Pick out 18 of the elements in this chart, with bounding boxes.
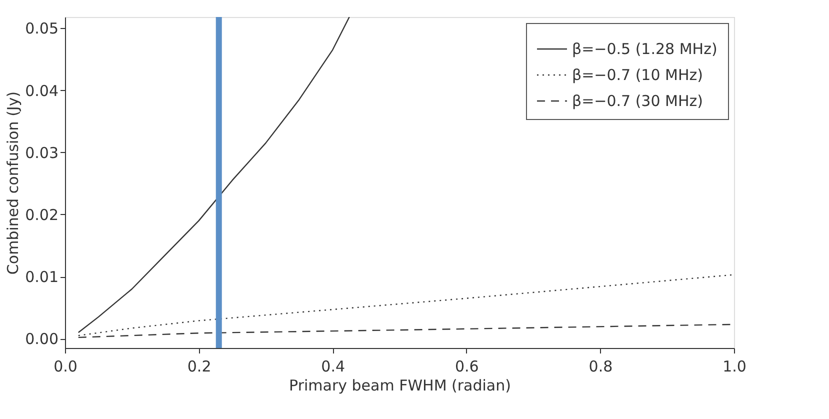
x-tick-label: 0.2 <box>187 358 212 376</box>
y-tick-label: 0.05 <box>25 20 58 38</box>
x-tick-label: 0.8 <box>588 358 613 376</box>
y-axis-title: Combined confusion (Jy) <box>4 91 22 275</box>
y-tick-label: 0.03 <box>25 144 58 162</box>
x-tick-label: 0.0 <box>54 358 78 376</box>
y-tick-label: 0.02 <box>25 206 58 224</box>
y-tick-label: 0.01 <box>25 268 58 286</box>
legend-label: β=−0.7 (30 MHz) <box>572 92 703 110</box>
x-tick-label: 1.0 <box>722 358 746 376</box>
x-axis-title: Primary beam FWHM (radian) <box>289 376 511 394</box>
y-tick-label: 0.04 <box>25 82 58 100</box>
x-tick-label: 0.4 <box>321 358 346 376</box>
legend-label: β=−0.7 (10 MHz) <box>572 66 703 84</box>
y-tick-label: 0.00 <box>25 330 58 348</box>
x-tick-label: 0.6 <box>454 358 479 376</box>
legend-label: β=−0.5 (1.28 MHz) <box>572 40 718 58</box>
line-series <box>78 17 350 334</box>
